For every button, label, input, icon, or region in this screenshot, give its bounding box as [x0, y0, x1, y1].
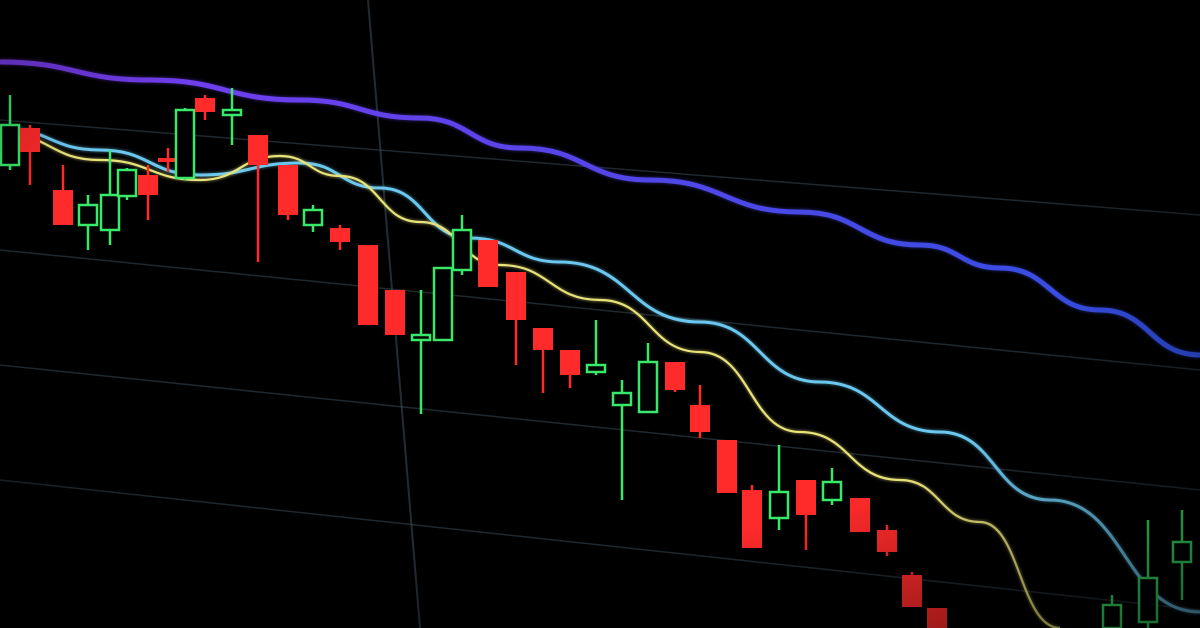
bearish-candle	[717, 440, 737, 493]
candle-body	[690, 405, 710, 432]
candle-body	[221, 108, 243, 117]
bearish-candle	[927, 608, 947, 628]
candle-body	[330, 228, 350, 242]
candle-body	[410, 333, 432, 342]
candle-body	[560, 350, 580, 375]
bullish-candle	[637, 343, 659, 414]
bearish-candle	[385, 290, 405, 335]
candle-body	[796, 480, 816, 515]
bearish-candle	[20, 125, 40, 185]
grid-line-horizontal	[0, 479, 1200, 611]
bearish-candle	[690, 385, 710, 438]
candle-body	[768, 490, 790, 520]
candle-body	[637, 360, 659, 414]
candle-body	[174, 108, 196, 180]
grid-line-horizontal	[0, 364, 1200, 491]
candle-body	[53, 190, 73, 225]
bearish-candle	[53, 165, 73, 225]
candle-body	[358, 245, 378, 325]
bearish-candle	[358, 245, 378, 325]
bullish-candle	[768, 445, 790, 530]
candle-body	[927, 608, 947, 628]
bearish-candle	[248, 135, 268, 262]
candle-body	[1137, 576, 1159, 624]
bullish-candle	[99, 150, 121, 245]
bullish-candle	[410, 290, 432, 414]
fast-moving-average-line	[0, 131, 1061, 628]
bearish-candle	[533, 328, 553, 393]
candle-body	[302, 208, 324, 227]
bullish-candle	[116, 168, 138, 200]
candle-body	[248, 135, 268, 165]
candle-body	[278, 165, 298, 215]
bearish-candle	[850, 498, 870, 532]
bullish-candle	[821, 468, 843, 505]
candle-body	[506, 272, 526, 320]
bearish-candle	[478, 240, 498, 287]
bearish-candle	[278, 165, 298, 220]
bearish-candle	[877, 525, 897, 556]
bullish-candle	[432, 266, 454, 342]
bullish-candle	[0, 95, 21, 170]
candle-body	[1171, 540, 1193, 564]
bearish-candle	[330, 225, 350, 250]
candle-body	[138, 175, 158, 195]
candle-body	[850, 498, 870, 532]
candle-body	[611, 391, 633, 407]
bearish-candle	[902, 572, 922, 607]
bullish-candle	[1137, 520, 1159, 628]
candle-body	[0, 123, 21, 167]
candle-body	[902, 575, 922, 607]
slow-moving-average-line	[0, 59, 1200, 358]
fast-moving-average-line-glow	[0, 130, 1061, 628]
candle-body	[478, 240, 498, 287]
slow-moving-average-line-glow	[0, 58, 1200, 359]
bullish-candle	[174, 108, 196, 180]
bullish-candle	[77, 195, 99, 250]
candle-body	[585, 363, 607, 374]
candle-body	[451, 228, 473, 272]
bearish-candle	[195, 95, 215, 120]
candle-body	[717, 440, 737, 493]
bullish-candle	[302, 205, 324, 232]
candle-body	[665, 362, 685, 390]
candle-body	[432, 266, 454, 342]
bearish-candle	[742, 485, 762, 548]
bearish-candle	[506, 272, 526, 365]
candle-body	[533, 328, 553, 350]
candle-body	[385, 290, 405, 335]
candle-body	[77, 203, 99, 227]
candle-body	[99, 193, 121, 232]
candle-body	[821, 480, 843, 502]
candle-body	[195, 98, 215, 112]
bearish-candle	[560, 350, 580, 388]
candle-body	[20, 128, 40, 152]
candle-body	[877, 530, 897, 552]
candle-body	[1101, 603, 1123, 628]
candle-body	[116, 168, 138, 198]
bearish-candle	[796, 480, 816, 550]
candle-body	[742, 490, 762, 548]
bullish-candle	[1171, 510, 1193, 600]
bullish-candle	[585, 320, 607, 375]
bullish-candle	[451, 215, 473, 275]
bullish-candle	[611, 380, 633, 500]
bearish-candle	[665, 362, 685, 392]
